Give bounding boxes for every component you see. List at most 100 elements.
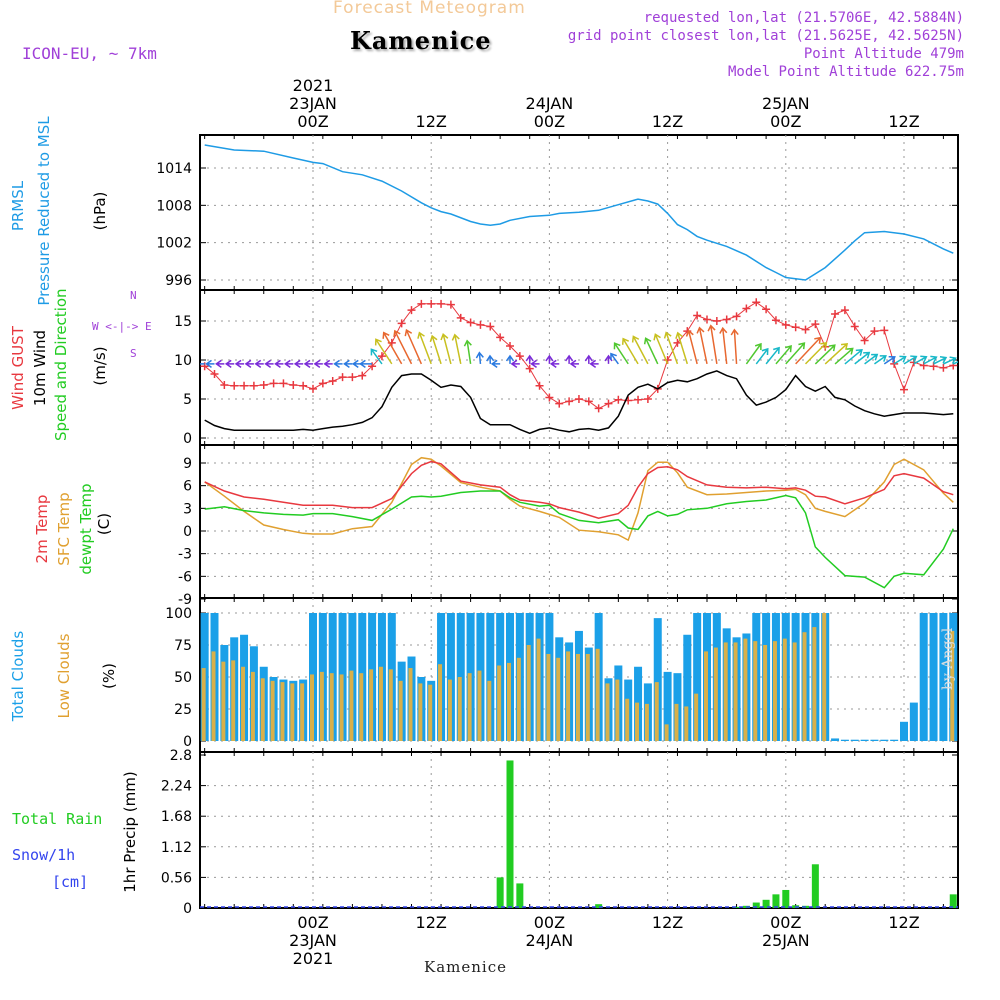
low-cloud-bar [280,682,285,741]
gust-marker [545,393,554,402]
total-cloud-bar [693,613,702,741]
wind-arrow [486,354,495,364]
total-cloud-bar [840,739,849,741]
wind-arrow [719,326,728,364]
temp-label-sfc: SFC Temp [55,492,73,566]
gust-marker [791,323,800,332]
low-cloud-bar [635,702,640,741]
low-cloud-bar [566,651,571,741]
gust-marker [397,319,406,328]
low-cloud-bar [398,680,403,741]
wind-arrow [883,356,896,365]
wind-arrow [234,359,245,369]
gust-marker [338,373,347,382]
low-cloud-bar [654,682,659,741]
total-cloud-bar [919,613,928,741]
wind-arrow [254,359,264,369]
watermark: by Angel [940,627,956,690]
gust-marker [299,381,308,390]
gust-marker [880,326,889,335]
wind-arrow [745,342,762,365]
bottom-time-label: 24JAN [526,931,574,950]
gust-marker [752,298,761,307]
rain-bar [496,877,504,908]
wind-arrow [215,359,225,369]
model-altitude: Model Point Altitude 622.75m [727,64,964,80]
wind-arrow [417,331,432,365]
wind-arrow [685,329,698,365]
temp-ytick-label: -9 [178,592,192,608]
wind-arrow [952,360,958,365]
low-cloud-bar [782,638,787,741]
low-cloud-bar [625,698,630,741]
precip-label-rain: Total Rain [12,810,103,828]
low-cloud-bar [526,645,531,741]
precip-label-cm: [cm] [52,873,89,891]
gust-marker [732,312,741,321]
low-cloud-bar [723,642,728,741]
low-cloud-bar [704,651,708,741]
wind-arrow [359,359,373,369]
low-cloud-bar [447,679,452,741]
wind-arrow [675,331,689,365]
compass-n: N [130,289,137,302]
wind-arrow [854,351,871,365]
wind-arrow [205,359,215,369]
rain-bar [811,864,819,908]
gust-marker [742,304,751,313]
low-cloud-bar [615,679,620,741]
wind-arrow [933,356,948,365]
temp-ytick-label: -6 [178,569,192,585]
low-cloud-bar [595,648,600,741]
gust-marker [279,379,288,388]
bottom-time-label: 00Z [297,913,328,932]
gust-marker [486,322,495,331]
gust-marker [259,380,268,389]
total-cloud-bar [880,739,889,741]
wind-ytick-label: 5 [183,392,192,408]
gust-marker [269,379,278,388]
precip-label-snow: Snow/1h [12,846,76,864]
wind-arrow [621,337,639,365]
wind-arrow [463,339,472,365]
wind-arrow [293,359,304,369]
wind-arrow [653,333,669,365]
wind-arrow [370,348,383,365]
gust-marker [762,305,771,314]
rain-bar [772,894,780,908]
total-cloud-bar [939,613,948,741]
temp-ytick-label: 3 [183,501,192,517]
gust-marker [220,380,229,389]
gust-marker [860,336,869,345]
gust-marker [900,385,908,394]
gust-marker [318,379,327,388]
wind-arrow [382,331,403,365]
wind-arrow [374,338,393,365]
gust-marker [712,317,721,325]
precip-unit: 1hr Precip (mm) [121,771,139,893]
wind-arrow [313,359,323,369]
wind-arrow [663,331,679,365]
low-cloud-bar [516,657,521,741]
rain-bar [752,902,760,908]
wind-arrow [824,342,849,365]
low-cloud-bar [950,630,955,741]
wind-arrow [755,347,769,365]
top-time-label: 2021 [293,76,334,95]
dewpt-line [204,490,954,589]
rain-bar [949,894,957,908]
precip-panel [199,751,959,909]
bottom-time-label: 00Z [770,913,801,932]
wind-arrow [589,359,599,369]
wind-arrow [393,329,413,365]
gust-marker [555,399,564,408]
low-cloud-bar [802,632,807,741]
wind-arrow [525,354,534,364]
gust-marker [535,381,544,390]
gust-marker [831,309,840,318]
gust-marker [249,381,258,390]
low-cloud-bar [644,703,649,741]
gust-marker [210,370,219,379]
low-cloud-bar [713,647,718,741]
pressure-ytick-label: 1014 [156,161,192,177]
